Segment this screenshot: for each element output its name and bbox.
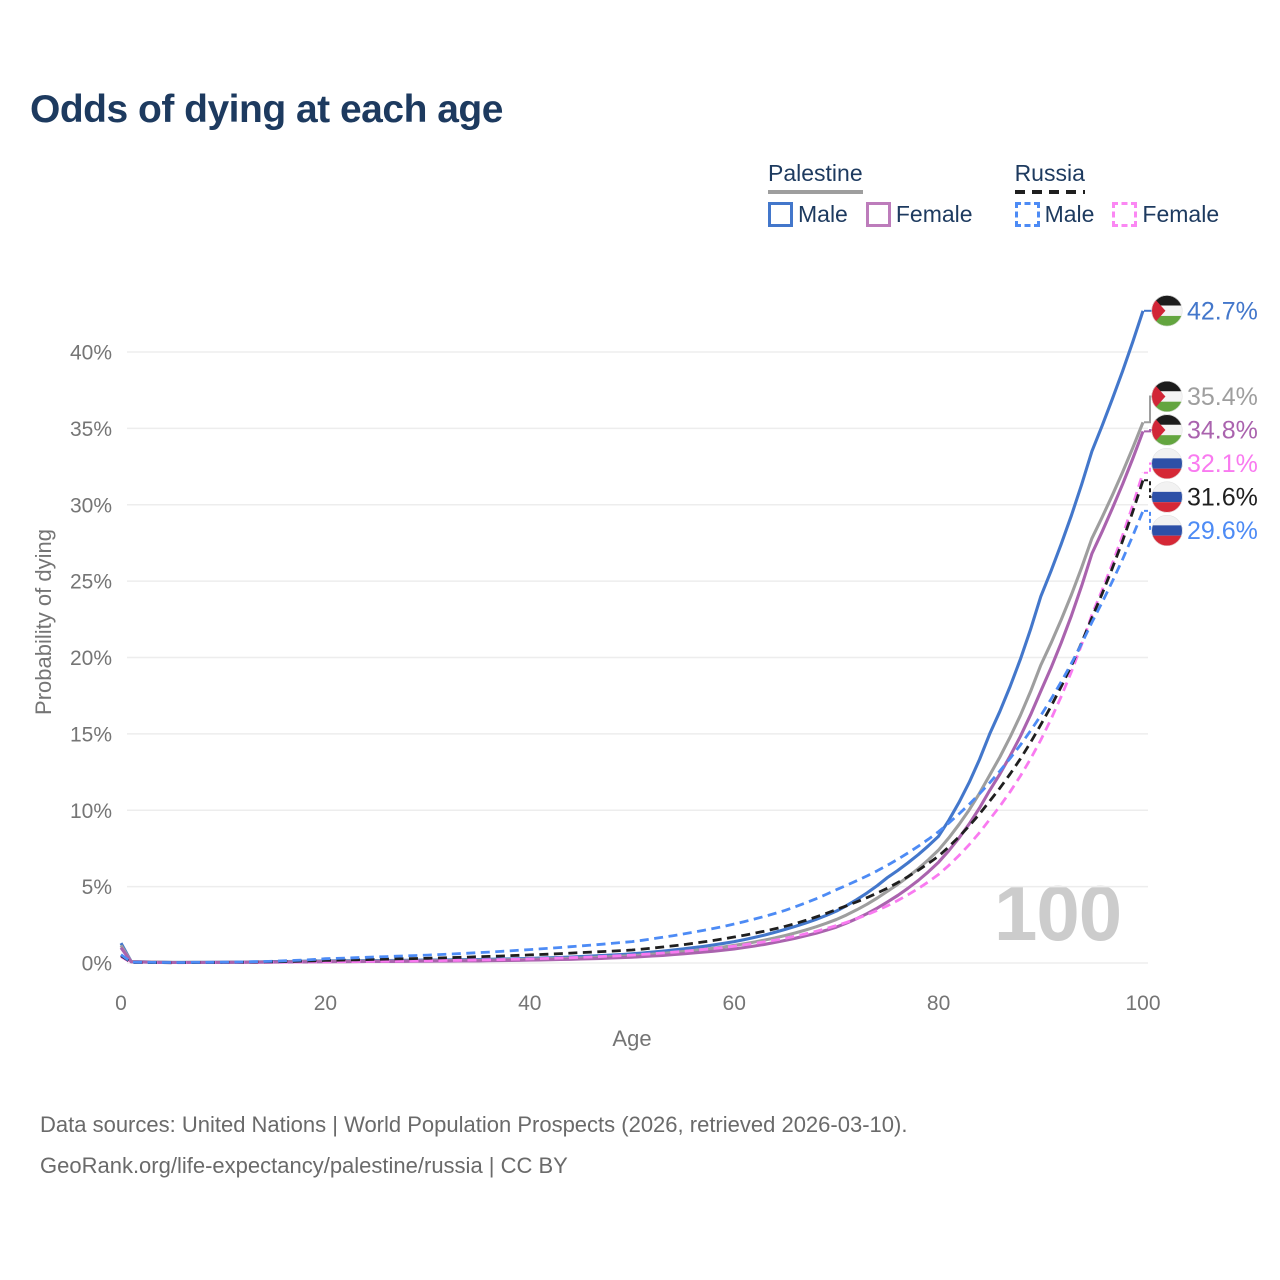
end-label-leader bbox=[1144, 395, 1152, 424]
y-tick-label: 0% bbox=[82, 953, 112, 976]
series-line-palestine-female[interactable] bbox=[119, 430, 1145, 965]
end-label-leader bbox=[1144, 479, 1152, 498]
x-tick-label: 100 bbox=[1125, 992, 1160, 1015]
legend-item-label: Female bbox=[895, 201, 973, 227]
flag-icon-palestine bbox=[1151, 381, 1183, 413]
legend-item-russia-female[interactable]: Female bbox=[1112, 201, 1219, 228]
end-label-value: 35.4% bbox=[1187, 383, 1258, 411]
legend-group-russia: Russia Male Female bbox=[1014, 160, 1219, 228]
russia-male-swatch-icon bbox=[1014, 202, 1040, 227]
y-tick-label: 5% bbox=[82, 876, 112, 899]
x-tick-label: 0 bbox=[115, 992, 127, 1015]
palestine-male-swatch-icon bbox=[768, 202, 793, 227]
legend-item-russia-male[interactable]: Male bbox=[1014, 201, 1095, 228]
series-line-russia-both-sexes[interactable] bbox=[120, 479, 1145, 965]
x-tick-label: 60 bbox=[723, 992, 746, 1015]
page-title: Odds of dying at each age bbox=[30, 88, 503, 131]
legend-items-russia: Male Female bbox=[1014, 201, 1219, 228]
flag-icon-russia bbox=[1151, 481, 1183, 513]
legend-group-palestine: Palestine Male Female bbox=[768, 160, 973, 228]
y-tick-label: 40% bbox=[70, 342, 112, 365]
palestine-line-sample bbox=[768, 190, 863, 194]
legend-item-label: Male bbox=[798, 201, 848, 227]
y-tick-label: 10% bbox=[70, 800, 112, 823]
y-tick-label: 25% bbox=[70, 571, 112, 594]
legend-country-russia[interactable]: Russia bbox=[1014, 160, 1085, 194]
legend-country-label: Palestine bbox=[768, 160, 863, 186]
end-label-value: 34.8% bbox=[1187, 417, 1258, 445]
series-line-russia-female[interactable] bbox=[120, 472, 1145, 965]
data-sources-text: Data sources: United Nations | World Pop… bbox=[40, 1112, 908, 1137]
legend-item-palestine-male[interactable]: Male bbox=[768, 201, 848, 228]
end-label-value: 31.6% bbox=[1187, 484, 1258, 512]
legend-country-label: Russia bbox=[1014, 160, 1085, 186]
x-axis-title: Age bbox=[612, 1026, 652, 1051]
y-tick-label: 20% bbox=[70, 647, 112, 670]
x-tick-label: 80 bbox=[927, 992, 950, 1015]
flag-icon-palestine bbox=[1151, 295, 1183, 327]
end-label-leader bbox=[1144, 462, 1152, 474]
footer: Data sources: United Nations | World Pop… bbox=[40, 1104, 907, 1186]
flag-icon-russia bbox=[1151, 515, 1183, 547]
end-label-value: 29.6% bbox=[1187, 517, 1258, 545]
y-tick-label: 35% bbox=[70, 418, 112, 441]
end-label-leader bbox=[1144, 509, 1152, 532]
end-label-value: 32.1% bbox=[1187, 450, 1258, 478]
y-axis-title: Probability of dying bbox=[31, 529, 56, 715]
legend-item-palestine-female[interactable]: Female bbox=[865, 201, 973, 228]
palestine-female-swatch-icon bbox=[865, 202, 891, 227]
legend: Palestine Male Female Russia bbox=[768, 160, 1219, 228]
x-tick-label: 20 bbox=[314, 992, 337, 1015]
legend-items-palestine: Male Female bbox=[768, 201, 973, 228]
line-chart: 0% 5% 10% 15% 20% 25% 30% 35% 40% 0 20 40 60 80 100 42.… bbox=[70, 295, 1258, 1015]
flag-icon-russia bbox=[1151, 448, 1183, 480]
y-tick-label: 30% bbox=[70, 494, 112, 517]
series-line-palestine-male[interactable] bbox=[119, 310, 1145, 964]
series-line-palestine-both-sexes[interactable] bbox=[119, 421, 1145, 964]
series-line-russia-male[interactable] bbox=[120, 510, 1145, 964]
x-tick-label: 40 bbox=[518, 992, 541, 1015]
legend-item-label: Female bbox=[1142, 201, 1220, 227]
georank-url-text[interactable]: GeoRank.org/life-expectancy/palestine/ru… bbox=[40, 1153, 568, 1178]
y-tick-label: 15% bbox=[70, 723, 112, 746]
end-label-leader bbox=[1144, 429, 1152, 433]
russia-line-sample bbox=[1014, 190, 1085, 194]
end-label-value: 42.7% bbox=[1187, 297, 1258, 325]
flag-icon-palestine bbox=[1151, 414, 1183, 446]
legend-country-palestine[interactable]: Palestine bbox=[768, 160, 863, 194]
russia-female-swatch-icon bbox=[1112, 202, 1138, 227]
legend-item-label: Male bbox=[1044, 201, 1095, 227]
age-watermark: 100 bbox=[994, 869, 1122, 957]
